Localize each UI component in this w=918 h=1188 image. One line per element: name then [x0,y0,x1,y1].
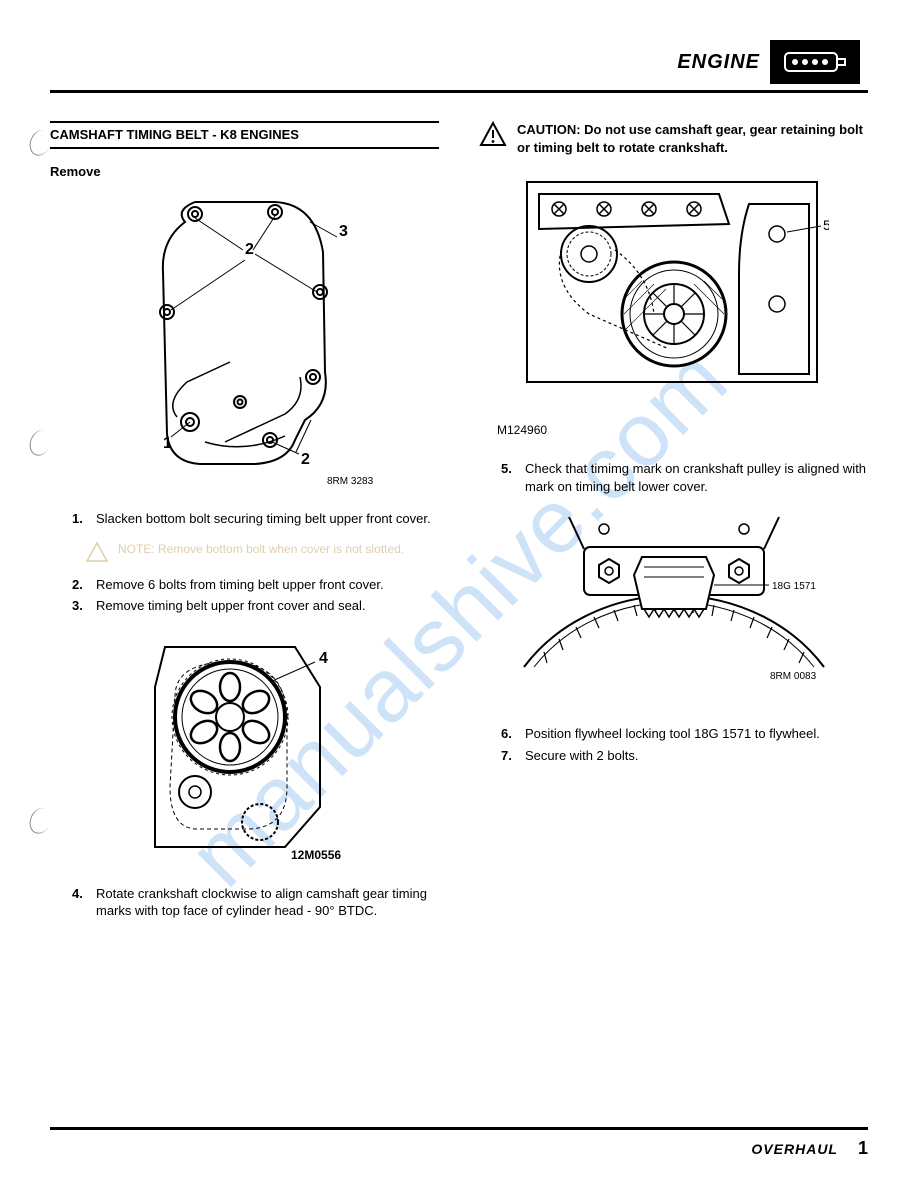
figure-flywheel-lock: 18G 1571 8RM 0083 [479,507,868,707]
figure-crank-pulley: 5 [479,174,868,404]
section-title: CAMSHAFT TIMING BELT - K8 ENGINES [50,121,439,149]
callout-2: 2 [245,241,254,258]
step-item: 5.Check that timimg mark on crankshaft p… [501,460,868,495]
header-rule [50,90,868,93]
step-item: 1.Slacken bottom bolt securing timing be… [72,510,439,528]
step-item: 4.Rotate crankshaft clockwise to align c… [72,885,439,920]
steps-group-r1: 5.Check that timimg mark on crankshaft p… [501,460,868,495]
figure4-ref: 8RM 0083 [770,671,817,682]
page-header: ENGINE [50,40,868,84]
figure2-ref: 12M0556 [291,848,341,862]
note-row: NOTE: Remove bottom bolt when cover is n… [86,542,439,562]
step-item: 2.Remove 6 bolts from timing belt upper … [72,576,439,594]
callout-1: 1 [163,435,172,452]
note-text: NOTE: Remove bottom bolt when cover is n… [118,542,404,558]
step-item: 7.Secure with 2 bolts. [501,747,868,765]
callout-4: 4 [319,650,328,667]
callout-5: 5 [823,217,829,233]
note-icon [86,542,108,562]
figure1-ref: 8RM 3283 [327,476,374,487]
steps-group-1: 1.Slacken bottom bolt securing timing be… [72,510,439,528]
tool-label: 18G 1571 [772,581,816,592]
step-item: 6.Position flywheel locking tool 18G 157… [501,725,868,743]
figure-timing-cover: 2 3 1 2 8RM 3283 [50,192,439,492]
figure3-ref: M124960 [497,422,868,438]
left-column: CAMSHAFT TIMING BELT - K8 ENGINES Remove [50,121,439,932]
page-footer: OVERHAUL 1 [50,1127,868,1160]
header-title: ENGINE [677,49,760,76]
subheading-remove: Remove [50,163,439,181]
callout-3: 3 [339,223,348,240]
footer-page: 1 [858,1136,868,1160]
step-item: 3.Remove timing belt upper front cover a… [72,597,439,615]
footer-label: OVERHAUL [751,1140,838,1159]
steps-group-2: 2.Remove 6 bolts from timing belt upper … [72,576,439,615]
figure-camshaft-gear: 4 12M0556 [50,627,439,867]
steps-group-3: 4.Rotate crankshaft clockwise to align c… [72,885,439,920]
callout-2b: 2 [301,451,310,468]
steps-group-r2: 6.Position flywheel locking tool 18G 157… [501,725,868,764]
caution-icon [479,121,507,147]
caution-block: CAUTION: Do not use camshaft gear, gear … [479,121,868,156]
right-column: CAUTION: Do not use camshaft gear, gear … [479,121,868,932]
caution-text: CAUTION: Do not use camshaft gear, gear … [517,121,868,156]
engine-icon [770,40,860,84]
